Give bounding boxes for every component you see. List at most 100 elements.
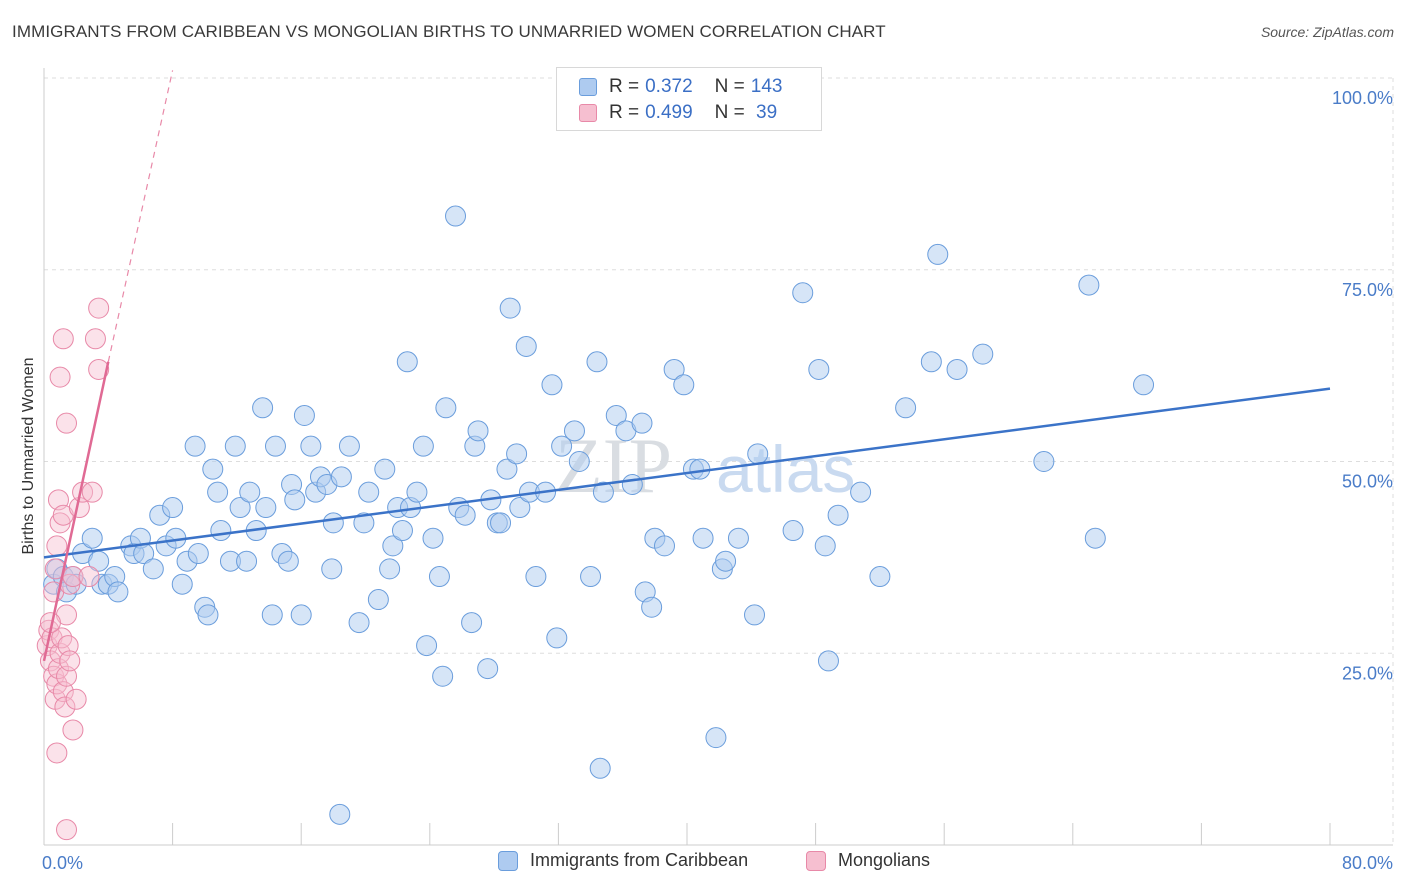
- mongolian-point: [56, 819, 78, 841]
- legend-row-caribbean: R = 0.372 N = 143: [579, 75, 782, 99]
- mongolian-point: [44, 558, 66, 580]
- n-value: 39: [750, 102, 778, 123]
- caribbean-point: [162, 497, 184, 519]
- caribbean-point: [663, 358, 685, 380]
- caribbean-point: [184, 435, 206, 457]
- caribbean-point: [808, 358, 830, 380]
- caribbean-point: [396, 351, 418, 373]
- caribbean-point: [563, 420, 585, 442]
- caribbean-point: [499, 297, 521, 319]
- series-caribbean-points: [43, 205, 1155, 825]
- mongolian-point: [46, 535, 68, 557]
- legend-label: Immigrants from Caribbean: [530, 850, 749, 870]
- correlation-legend: R = 0.372 N = 143 R = 0.499 N = 39: [556, 67, 822, 131]
- caribbean-point: [252, 397, 274, 419]
- caribbean-point: [631, 412, 653, 434]
- caribbean-point: [490, 512, 512, 534]
- caribbean-point: [224, 435, 246, 457]
- caribbean-point: [197, 604, 219, 626]
- caribbean-point: [202, 458, 224, 480]
- source-credit: Source: ZipAtlas.com: [1260, 24, 1394, 40]
- legend-item-mongolians[interactable]: Mongolians: [806, 850, 930, 871]
- caribbean-point: [358, 481, 380, 503]
- legend-swatch-blue: [498, 850, 518, 871]
- caribbean-point: [782, 520, 804, 542]
- caribbean-point: [322, 512, 344, 534]
- mongolian-point: [78, 566, 100, 588]
- caribbean-point: [715, 550, 737, 572]
- r-label: R =: [609, 76, 640, 97]
- caribbean-point: [416, 635, 438, 657]
- caribbean-point: [525, 566, 547, 588]
- mongolian-point: [81, 481, 103, 503]
- caribbean-point: [920, 351, 942, 373]
- caribbean-point: [568, 451, 590, 472]
- legend-label: Mongolians: [838, 850, 931, 870]
- caribbean-point: [293, 404, 315, 426]
- y-tick-label: 100.0%: [1332, 88, 1393, 108]
- caribbean-point: [1033, 451, 1055, 472]
- mongolian-point: [57, 635, 79, 657]
- caribbean-point: [353, 512, 375, 534]
- mongolian-point: [88, 358, 110, 380]
- caribbean-point: [210, 520, 232, 542]
- caribbean-point: [435, 397, 457, 419]
- caribbean-point: [348, 612, 370, 634]
- caribbean-point: [207, 481, 229, 503]
- caribbean-point: [744, 604, 766, 626]
- caribbean-point: [541, 374, 563, 396]
- caribbean-point: [445, 205, 467, 227]
- caribbean-point: [330, 466, 352, 488]
- n-label: N =: [714, 76, 745, 97]
- caribbean-point: [406, 481, 428, 503]
- caribbean-point: [496, 458, 518, 480]
- caribbean-point: [428, 566, 450, 588]
- caribbean-point: [422, 527, 444, 549]
- caribbean-point: [1133, 374, 1155, 396]
- caribbean-point: [814, 535, 836, 557]
- watermark: ZIP atlas: [555, 422, 855, 509]
- caribbean-point: [412, 435, 434, 457]
- caribbean-point: [592, 481, 614, 503]
- caribbean-point: [229, 497, 251, 519]
- caribbean-point: [382, 535, 404, 557]
- trend-line-caribbean: [43, 387, 1331, 559]
- mongolian-point: [84, 328, 106, 350]
- caribbean-point: [506, 443, 528, 465]
- n-label: N =: [714, 102, 745, 123]
- r-value: 0.372: [645, 76, 693, 97]
- y-tick-label: 50.0%: [1342, 472, 1393, 492]
- series-mongolian-points: [36, 297, 110, 841]
- caribbean-point: [374, 458, 396, 480]
- x-tick-label: 80.0%: [1342, 853, 1393, 873]
- caribbean-point: [515, 335, 537, 357]
- caribbean-point: [264, 435, 286, 457]
- caribbean-point: [81, 527, 103, 549]
- caribbean-point: [972, 343, 994, 365]
- caribbean-point: [261, 604, 283, 626]
- mongolian-point: [46, 742, 68, 764]
- caribbean-point: [477, 658, 499, 680]
- caribbean-point: [869, 566, 891, 588]
- legend-item-caribbean[interactable]: Immigrants from Caribbean: [498, 850, 748, 871]
- watermark-atlas: atlas: [716, 432, 855, 506]
- caribbean-point: [277, 550, 299, 572]
- caribbean-point: [255, 497, 277, 519]
- caribbean-point: [142, 558, 164, 580]
- caribbean-point: [946, 358, 968, 380]
- caribbean-point: [107, 581, 129, 603]
- caribbean-point: [171, 573, 193, 595]
- caribbean-point: [827, 504, 849, 526]
- caribbean-point: [580, 566, 602, 588]
- caribbean-point: [239, 481, 261, 503]
- caribbean-point: [586, 351, 608, 373]
- caribbean-point: [546, 627, 568, 649]
- legend-row-mongolian: R = 0.499 N = 39: [579, 101, 777, 125]
- chart-title: IMMIGRANTS FROM CARIBBEAN VS MONGOLIAN B…: [12, 22, 886, 41]
- caribbean-point: [509, 497, 531, 519]
- caribbean-point: [300, 435, 322, 457]
- legend-swatch-blue: [579, 78, 597, 96]
- y-tick-label: 25.0%: [1342, 663, 1393, 683]
- r-value: 0.499: [645, 102, 693, 123]
